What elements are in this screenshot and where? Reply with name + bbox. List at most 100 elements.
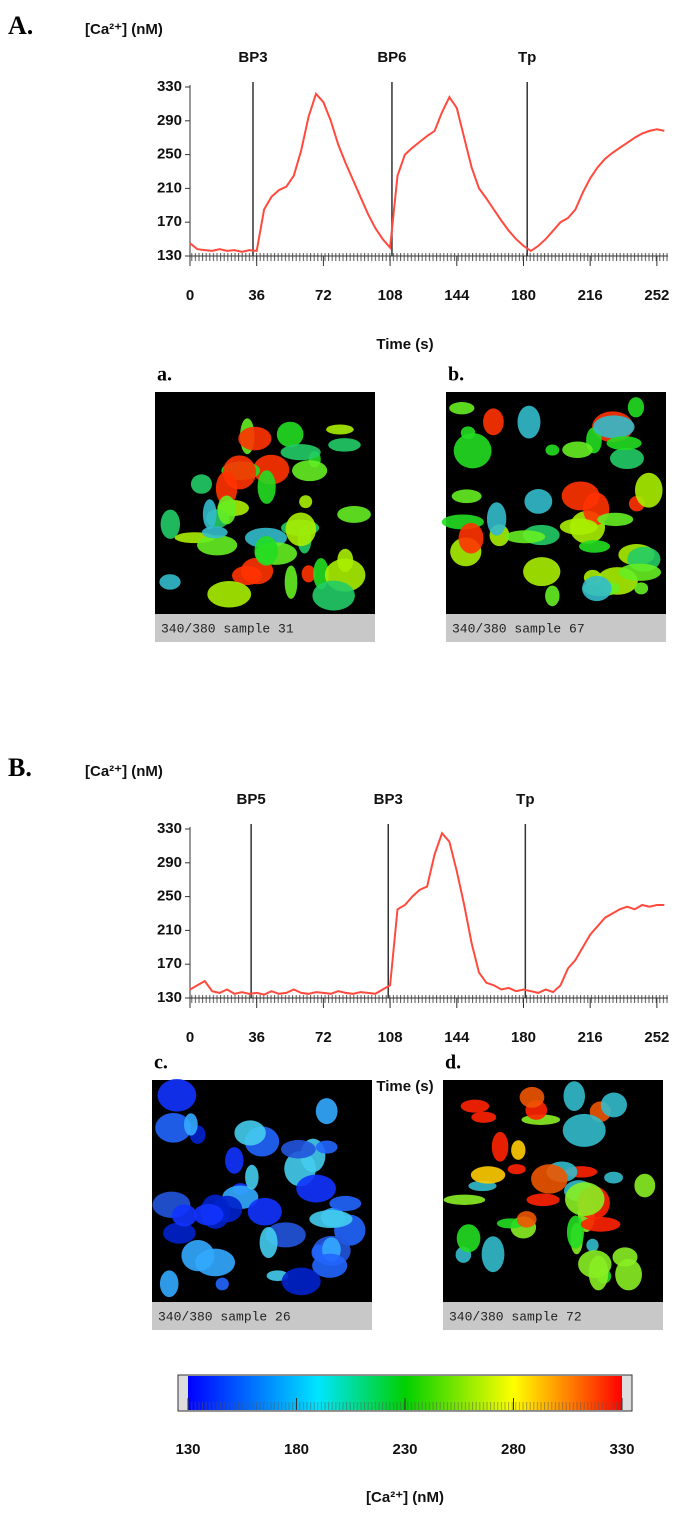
x-tick-label: 180: [511, 1029, 536, 1046]
cell: [564, 1182, 605, 1216]
cell: [159, 574, 181, 590]
cell: [292, 460, 328, 482]
y-axis-label: [Ca²⁺] (nM): [85, 763, 163, 780]
cell: [247, 1197, 282, 1226]
colorbar-tick-label: 280: [501, 1441, 526, 1458]
x-tick-label: 252: [644, 1029, 669, 1046]
cell: [483, 408, 504, 436]
image-label: c.: [154, 1052, 168, 1074]
trace: [189, 831, 665, 996]
cell: [276, 421, 304, 448]
x-tick-label: 144: [444, 287, 470, 304]
cell: [231, 565, 262, 586]
x-tick-label: 72: [315, 1029, 332, 1046]
y-tick-label: 290: [157, 854, 182, 871]
y-tick-label: 130: [157, 989, 182, 1006]
image-caption: 340/380 sample 26: [158, 1309, 291, 1324]
micrographs: [152, 392, 666, 1330]
cell: [519, 1086, 545, 1108]
x-tick-label: 0: [186, 1029, 194, 1046]
cell: [618, 563, 662, 581]
x-tick-label: 36: [248, 1029, 265, 1046]
cell: [190, 474, 212, 494]
y-axis-label: [Ca²⁺] (nM): [85, 21, 163, 38]
x-tick-label: 180: [511, 287, 536, 304]
image-label: b.: [448, 364, 464, 386]
caption-bar: [443, 1302, 663, 1330]
y-tick-label: 130: [157, 247, 182, 264]
cell: [280, 1140, 316, 1159]
cell: [562, 1113, 606, 1147]
trace: [189, 91, 665, 253]
event-label: BP5: [237, 791, 266, 808]
cell: [517, 405, 541, 439]
cell: [505, 530, 546, 544]
cell: [443, 1194, 486, 1205]
cell: [197, 535, 238, 556]
panel-label: B.: [8, 753, 32, 782]
image-caption: 340/380 sample 72: [449, 1309, 582, 1324]
cell: [559, 518, 598, 535]
cell: [491, 1131, 509, 1162]
x-tick-label: 252: [644, 287, 669, 304]
cell: [313, 558, 329, 590]
event-label: Tp: [518, 49, 536, 66]
cell: [593, 415, 635, 439]
cell: [193, 1204, 224, 1226]
cell: [507, 1164, 526, 1175]
cell: [582, 575, 612, 602]
colorbar-tick-label: 130: [175, 1441, 200, 1458]
cell: [460, 1099, 490, 1113]
x-tick-label: 108: [378, 1029, 403, 1046]
cell: [238, 426, 272, 451]
cell: [545, 444, 560, 456]
image-caption: 340/380 sample 31: [161, 621, 294, 636]
cell: [328, 438, 361, 452]
caption-bar: [446, 614, 666, 642]
caption-bar: [152, 1302, 372, 1330]
cell: [481, 1236, 505, 1273]
colorbar-tick-label: 330: [609, 1441, 634, 1458]
y-tick-label: 250: [157, 146, 182, 163]
y-tick-label: 330: [157, 820, 182, 837]
cell: [449, 401, 475, 415]
cell: [234, 1120, 266, 1146]
cell: [155, 1113, 192, 1143]
cell: [280, 444, 321, 461]
cell: [181, 1240, 215, 1272]
x-tick-label: 216: [578, 287, 603, 304]
image-label: d.: [445, 1052, 461, 1074]
cell: [531, 1164, 568, 1194]
cell: [545, 585, 560, 607]
cell: [225, 1147, 244, 1174]
cell: [471, 1111, 497, 1123]
cell: [329, 1195, 362, 1212]
cell: [516, 1211, 537, 1228]
cell: [578, 540, 611, 553]
cell: [526, 1193, 560, 1207]
cell: [486, 502, 507, 536]
cell: [561, 481, 600, 511]
cell: [301, 565, 316, 583]
colorbar-tick-label: 180: [284, 1441, 309, 1458]
cell: [222, 455, 257, 490]
cell: [312, 580, 355, 611]
cell: [580, 1217, 621, 1232]
cell: [588, 1255, 609, 1291]
cell: [207, 581, 252, 608]
image-label: a.: [157, 364, 172, 386]
x-tick-label: 216: [578, 1029, 603, 1046]
y-tick-label: 210: [157, 179, 182, 196]
cell: [217, 495, 237, 525]
cell: [600, 1092, 627, 1118]
panel-label: A.: [8, 11, 33, 40]
cell: [597, 512, 634, 527]
event-label: Tp: [516, 791, 534, 808]
cell: [157, 1079, 197, 1112]
cell: [309, 1210, 353, 1229]
cell: [458, 522, 484, 554]
cell: [470, 1166, 506, 1184]
cell: [586, 1238, 599, 1252]
cell: [184, 1113, 198, 1136]
